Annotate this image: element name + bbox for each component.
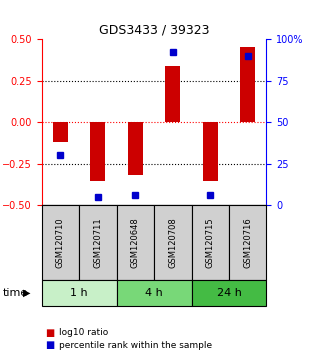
Bar: [192, 280, 266, 306]
Text: GSM120715: GSM120715: [206, 217, 215, 268]
Bar: [192, 205, 229, 280]
Bar: [91, 122, 105, 181]
Text: GSM120708: GSM120708: [168, 217, 177, 268]
Bar: [117, 280, 192, 306]
Text: ▶: ▶: [23, 288, 30, 298]
Text: GSM120716: GSM120716: [243, 217, 252, 268]
Bar: [229, 205, 266, 280]
Text: GSM120710: GSM120710: [56, 217, 65, 268]
Text: 24 h: 24 h: [217, 288, 241, 298]
Text: time: time: [3, 288, 29, 298]
Text: log10 ratio: log10 ratio: [59, 328, 108, 337]
Bar: [53, 122, 68, 142]
Bar: [240, 47, 255, 122]
Text: 1 h: 1 h: [70, 288, 88, 298]
Bar: [203, 122, 218, 181]
Text: GSM120648: GSM120648: [131, 217, 140, 268]
Text: percentile rank within the sample: percentile rank within the sample: [59, 341, 213, 350]
Text: GSM120711: GSM120711: [93, 217, 102, 268]
Text: 4 h: 4 h: [145, 288, 163, 298]
Bar: [117, 205, 154, 280]
Text: ■: ■: [45, 340, 54, 350]
Title: GDS3433 / 39323: GDS3433 / 39323: [99, 23, 209, 36]
Text: ■: ■: [45, 328, 54, 338]
Bar: [154, 205, 192, 280]
Bar: [79, 205, 117, 280]
Bar: [42, 280, 117, 306]
Bar: [128, 122, 143, 175]
Bar: [165, 65, 180, 122]
Bar: [42, 205, 79, 280]
